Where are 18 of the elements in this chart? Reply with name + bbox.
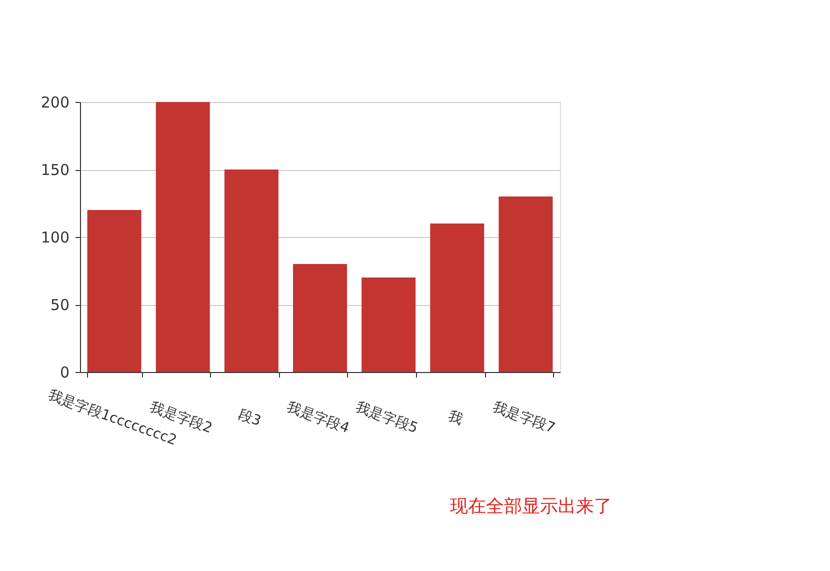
y-tick-label: 100 xyxy=(40,228,70,246)
x-tick-label: 我是字段4 xyxy=(284,399,352,437)
bar xyxy=(156,102,210,372)
y-tick-label: 50 xyxy=(50,296,70,314)
bar xyxy=(87,210,142,372)
y-tick-label: 0 xyxy=(60,364,70,382)
bar xyxy=(293,264,347,372)
y-tick-label: 150 xyxy=(40,161,70,179)
bar xyxy=(362,278,416,372)
text: 现在全部显示出来了 xyxy=(450,496,612,517)
bar xyxy=(430,224,484,372)
x-tick-label: 段3 xyxy=(236,406,264,430)
bar xyxy=(224,170,278,372)
x-tick-label: 我是字段7 xyxy=(490,399,558,437)
x-tick-label: 我是字段5 xyxy=(353,399,420,437)
x-tick-label: 我 xyxy=(446,408,465,428)
y-tick-label: 200 xyxy=(40,94,70,112)
bar xyxy=(498,196,553,372)
